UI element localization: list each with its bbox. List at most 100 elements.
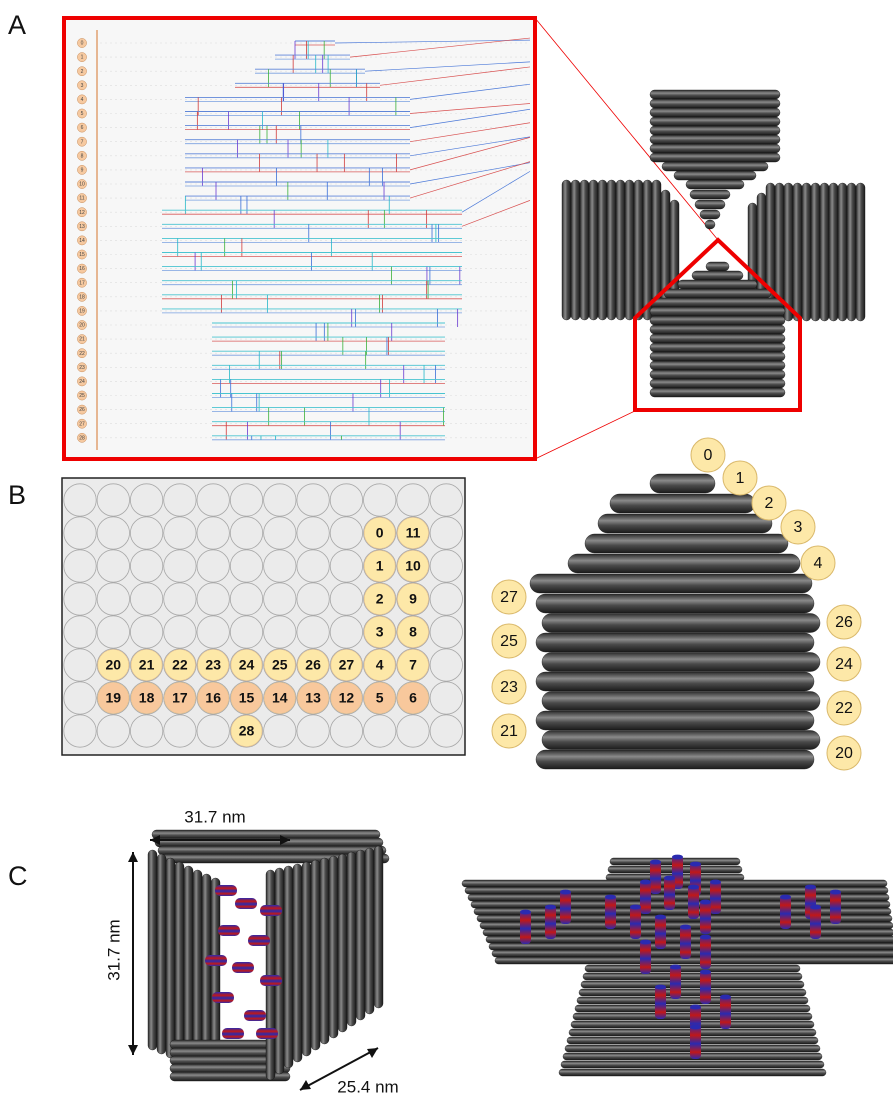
insert-top: [670, 965, 681, 970]
panel-label: B: [8, 480, 26, 510]
upright-insert: [605, 895, 616, 929]
insert: [218, 925, 240, 936]
upright-insert: [630, 905, 641, 939]
helix-cell-label: 11: [406, 525, 421, 541]
helix: [320, 858, 329, 1044]
helix-cell-label: 13: [305, 690, 321, 706]
helix-number: 16: [79, 266, 85, 272]
helix: [650, 352, 785, 361]
helix: [561, 1061, 824, 1068]
dimension-label: 31.7 nm: [104, 919, 123, 980]
insert-top: [710, 880, 721, 885]
helix-number: 13: [79, 224, 85, 230]
helix-cell-label: 28: [239, 723, 255, 739]
helix-number: 5: [81, 111, 84, 117]
helix-number: 14: [79, 238, 85, 244]
helix-cell-label: 23: [205, 657, 221, 673]
figure: A B C 0123456789101112131415161718192021…: [0, 0, 893, 1106]
helix-cell-label: 25: [272, 657, 288, 673]
helix: [802, 183, 811, 321]
insert-top: [700, 935, 711, 940]
helix: [338, 854, 347, 1032]
helix-cell-label: 7: [409, 657, 417, 673]
helix: [829, 183, 838, 321]
side-badge-label: 1: [736, 470, 745, 487]
helix: [650, 99, 780, 108]
helix: [650, 361, 785, 370]
helix-number: 0: [81, 41, 84, 47]
insert-top: [650, 860, 661, 865]
helix: [706, 262, 729, 271]
helix: [347, 852, 356, 1026]
helix-cell-label: 15: [239, 690, 255, 706]
side-badge-label: 24: [835, 656, 853, 673]
helix: [585, 534, 788, 553]
helix: [610, 494, 755, 513]
helix: [577, 997, 808, 1004]
helix-number: 23: [79, 365, 85, 371]
helix: [311, 860, 320, 1050]
insert: [235, 898, 257, 909]
helix-cell-label: 19: [106, 690, 122, 706]
helix: [562, 180, 571, 320]
helix-number: 1: [81, 55, 84, 61]
upright-insert: [810, 905, 821, 939]
upright-insert: [700, 900, 711, 934]
insert: [260, 975, 282, 986]
helix: [690, 190, 730, 199]
upright-insert: [700, 970, 711, 1004]
helix: [542, 731, 820, 750]
helix: [650, 126, 780, 135]
insert-top: [690, 1005, 701, 1010]
side-badge-label: 23: [500, 679, 518, 696]
helix-cell-label: 1: [376, 558, 384, 574]
insert-top: [700, 970, 711, 975]
helix-cell-label: 12: [339, 690, 355, 706]
side-badge-label: 21: [500, 723, 518, 740]
side-badge-label: 27: [500, 589, 518, 606]
helix: [674, 171, 756, 180]
helix: [598, 514, 772, 533]
helix-number: 6: [81, 125, 84, 131]
helix-number: 15: [79, 252, 85, 258]
helix: [374, 846, 383, 1008]
helix-number: 12: [79, 210, 85, 216]
side-badge-label: 22: [835, 700, 853, 717]
side-badge-label: 0: [704, 447, 713, 464]
helix-number: 7: [81, 139, 84, 145]
helix: [650, 379, 785, 388]
helix-number: 27: [79, 421, 85, 427]
insert: [256, 1028, 278, 1039]
panel-label: C: [8, 861, 28, 891]
insert: [244, 1010, 266, 1021]
helix: [284, 866, 293, 1068]
panel-label: A: [8, 10, 26, 40]
insert-top: [560, 890, 571, 895]
helix: [184, 866, 193, 1066]
helix: [157, 854, 166, 1054]
insert: [205, 955, 227, 966]
insert: [232, 962, 254, 973]
side-badge-label: 20: [835, 745, 853, 762]
helix: [581, 981, 804, 988]
helix-cell-label: 5: [376, 690, 384, 706]
helix-cell-label: 3: [376, 624, 384, 640]
insert-top: [830, 890, 841, 895]
helix: [650, 325, 785, 334]
helix-number: 28: [79, 435, 85, 441]
helix: [811, 183, 820, 321]
upright-insert: [650, 860, 661, 894]
helix: [650, 135, 780, 144]
helix: [492, 950, 893, 957]
helix: [148, 850, 157, 1050]
helix-cell-label: 4: [376, 657, 384, 673]
helix: [598, 180, 607, 320]
insert-top: [690, 862, 701, 867]
upright-insert: [700, 935, 711, 969]
helix: [579, 989, 806, 996]
helix: [471, 901, 890, 908]
insert: [212, 992, 234, 1003]
insert-top: [805, 885, 816, 890]
helix-number: 24: [79, 379, 85, 385]
insert-top: [700, 900, 711, 905]
